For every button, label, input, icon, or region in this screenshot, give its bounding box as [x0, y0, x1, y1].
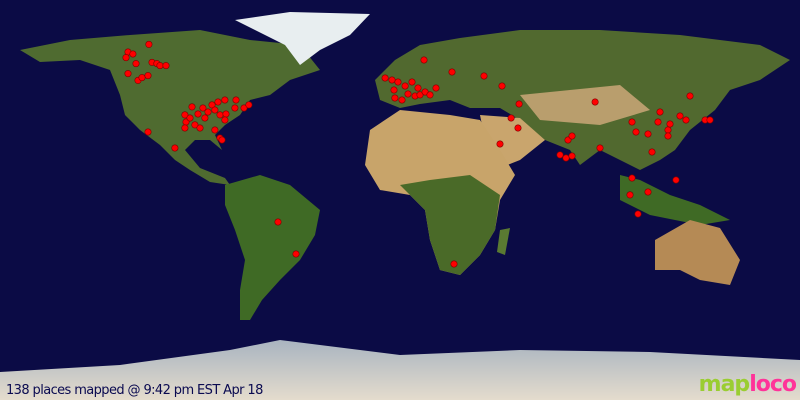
- map-marker[interactable]: [381, 74, 389, 82]
- map-marker[interactable]: [144, 128, 152, 136]
- map-marker[interactable]: [404, 90, 412, 98]
- madagascar: [497, 228, 510, 255]
- map-marker[interactable]: [450, 260, 458, 268]
- southeast-asia: [620, 175, 730, 225]
- map-marker[interactable]: [222, 110, 230, 118]
- map-marker[interactable]: [188, 103, 196, 111]
- map-marker[interactable]: [391, 94, 399, 102]
- map-marker[interactable]: [644, 188, 652, 196]
- map-marker[interactable]: [706, 116, 714, 124]
- map-marker[interactable]: [596, 144, 604, 152]
- map-marker[interactable]: [496, 140, 504, 148]
- map-marker[interactable]: [162, 62, 170, 70]
- map-marker[interactable]: [448, 68, 456, 76]
- map-marker[interactable]: [664, 132, 672, 140]
- map-marker[interactable]: [218, 136, 226, 144]
- map-marker[interactable]: [414, 84, 422, 92]
- north-america: [20, 30, 320, 185]
- map-marker[interactable]: [672, 176, 680, 184]
- map-marker[interactable]: [122, 54, 130, 62]
- map-marker[interactable]: [686, 92, 694, 100]
- markers: [122, 40, 714, 268]
- map-marker[interactable]: [676, 112, 684, 120]
- africa-vegetation: [400, 175, 500, 275]
- map-marker[interactable]: [204, 108, 212, 116]
- south-america: [225, 175, 320, 320]
- map-marker[interactable]: [664, 126, 672, 134]
- australia: [655, 220, 740, 285]
- map-marker[interactable]: [196, 124, 204, 132]
- map-marker[interactable]: [628, 174, 636, 182]
- map-marker[interactable]: [129, 50, 137, 58]
- map-marker[interactable]: [221, 116, 229, 124]
- places-mapped-caption: 138 places mapped @ 9:42 pm EST Apr 18: [6, 383, 263, 398]
- map-marker[interactable]: [634, 210, 642, 218]
- map-marker[interactable]: [432, 84, 440, 92]
- map-marker[interactable]: [507, 114, 515, 122]
- map-marker[interactable]: [191, 121, 199, 129]
- map-marker[interactable]: [654, 118, 662, 126]
- map-marker[interactable]: [648, 148, 656, 156]
- map-marker[interactable]: [682, 116, 690, 124]
- logo-part2: loco: [749, 372, 797, 397]
- continents: [0, 12, 800, 400]
- antarctica: [0, 340, 800, 400]
- map-marker[interactable]: [216, 111, 224, 119]
- map-marker[interactable]: [221, 96, 229, 104]
- map-marker[interactable]: [632, 128, 640, 136]
- map-marker[interactable]: [144, 72, 152, 80]
- map-marker[interactable]: [498, 82, 506, 90]
- logo-part1: map: [698, 372, 751, 397]
- map-marker[interactable]: [562, 154, 570, 162]
- map-marker[interactable]: [644, 130, 652, 138]
- map-marker[interactable]: [292, 250, 300, 258]
- map-marker[interactable]: [181, 124, 189, 132]
- map-marker[interactable]: [568, 152, 576, 160]
- map-marker[interactable]: [515, 100, 523, 108]
- central-asia-desert: [520, 85, 650, 125]
- map-marker[interactable]: [420, 56, 428, 64]
- greenland: [235, 12, 370, 65]
- map-marker[interactable]: [591, 98, 599, 106]
- map-marker[interactable]: [388, 76, 396, 84]
- map-marker[interactable]: [124, 70, 132, 78]
- map-marker[interactable]: [138, 74, 146, 82]
- map-marker[interactable]: [398, 96, 406, 104]
- map-marker[interactable]: [240, 104, 248, 112]
- map-marker[interactable]: [514, 124, 522, 132]
- map-marker[interactable]: [132, 60, 140, 68]
- map-marker[interactable]: [232, 96, 240, 104]
- map-marker[interactable]: [231, 104, 239, 112]
- map-marker[interactable]: [408, 78, 416, 86]
- map-marker[interactable]: [401, 82, 409, 90]
- maploco-logo[interactable]: maploco: [698, 372, 797, 397]
- map-marker[interactable]: [201, 114, 209, 122]
- map-marker[interactable]: [181, 111, 189, 119]
- map-marker[interactable]: [214, 98, 222, 106]
- map-marker[interactable]: [245, 101, 253, 109]
- map-marker[interactable]: [556, 151, 564, 159]
- map-marker[interactable]: [628, 118, 636, 126]
- map-marker[interactable]: [199, 104, 207, 112]
- map-marker[interactable]: [211, 106, 219, 114]
- map-marker[interactable]: [568, 132, 576, 140]
- map-marker[interactable]: [145, 40, 153, 48]
- map-marker[interactable]: [394, 78, 402, 86]
- map-marker[interactable]: [211, 126, 219, 134]
- map-marker[interactable]: [656, 108, 664, 116]
- map-marker[interactable]: [426, 91, 434, 99]
- map-marker[interactable]: [186, 114, 194, 122]
- map-marker[interactable]: [194, 110, 202, 118]
- map-marker[interactable]: [666, 120, 674, 128]
- map-marker[interactable]: [171, 144, 179, 152]
- map-marker[interactable]: [156, 62, 164, 70]
- map-marker[interactable]: [274, 218, 282, 226]
- map-marker[interactable]: [626, 191, 634, 199]
- map-marker[interactable]: [480, 72, 488, 80]
- map-marker[interactable]: [390, 86, 398, 94]
